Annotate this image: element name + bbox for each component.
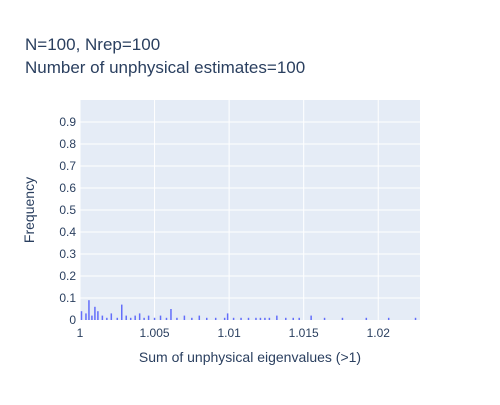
- histogram-bar: [276, 315, 278, 320]
- histogram-bar: [298, 317, 300, 320]
- y-tick-label: 0.4: [59, 225, 76, 239]
- histogram-bar: [387, 317, 390, 320]
- histogram-bar: [101, 315, 104, 320]
- x-tick-label: 1: [77, 326, 84, 340]
- grid-lines: [79, 100, 420, 320]
- histogram-bar: [414, 317, 417, 320]
- histogram-bar: [240, 317, 242, 320]
- x-tick-label: 1.02: [367, 326, 391, 340]
- histogram-bar: [183, 315, 186, 320]
- histogram-bar: [125, 315, 127, 320]
- histogram-bar: [147, 315, 150, 320]
- histogram-bar: [268, 317, 271, 320]
- y-tick-label: 0.6: [59, 181, 76, 195]
- y-tick-label: 0: [69, 313, 76, 327]
- chart-title-line-2: Number of unphysical estimates=100: [25, 58, 305, 77]
- histogram-bar: [232, 317, 235, 320]
- y-tick-label: 0.9: [59, 115, 76, 129]
- histogram-bar: [323, 317, 326, 320]
- x-axis-title: Sum of unphysical eigenvalues (>1): [139, 349, 361, 365]
- histogram-bar: [191, 317, 193, 320]
- histogram-bar: [97, 311, 99, 320]
- histogram-bar: [88, 300, 90, 320]
- x-tick-label: 1.015: [289, 326, 319, 340]
- histogram-bar: [365, 317, 368, 320]
- histogram-bar: [285, 317, 287, 320]
- histogram-bar: [134, 315, 136, 320]
- histogram-bar: [259, 317, 262, 320]
- histogram-bar: [165, 317, 168, 320]
- histogram-bar: [116, 317, 119, 320]
- y-tick-label: 0.5: [59, 203, 76, 217]
- histogram-bar: [341, 317, 344, 320]
- histogram-bar: [153, 317, 156, 320]
- histogram-bar: [292, 317, 294, 320]
- histogram-bar: [91, 315, 93, 320]
- histogram-bar: [159, 315, 162, 320]
- chart-title-line-1: N=100, Nrep=100: [25, 35, 160, 54]
- y-tick-label: 0.1: [59, 291, 76, 305]
- histogram-bar: [80, 311, 83, 320]
- x-tick-label: 1.01: [217, 326, 241, 340]
- x-tick-labels: 1 1.005 1.01 1.015 1.02: [77, 326, 391, 340]
- histogram-bar: [223, 317, 226, 320]
- histogram-bar: [264, 317, 266, 320]
- histogram-bar: [247, 317, 250, 320]
- y-tick-label: 0.2: [59, 269, 76, 283]
- histogram-bar: [170, 309, 172, 320]
- y-tick-labels: 0 0.1 0.2 0.3 0.4 0.5 0.6 0.7 0.8 0.9: [59, 115, 76, 327]
- histogram-bar: [121, 304, 123, 320]
- x-tick-label: 1.005: [140, 326, 170, 340]
- y-tick-label: 0.7: [59, 159, 76, 173]
- histogram-bar: [94, 306, 96, 320]
- histogram-bar: [129, 317, 132, 320]
- histogram-bar: [310, 315, 312, 320]
- histogram-bar: [255, 317, 257, 320]
- histogram-bar: [138, 313, 141, 320]
- histogram-bar: [106, 317, 108, 320]
- histogram-bar: [214, 317, 217, 320]
- y-axis-title: Frequency: [21, 177, 37, 243]
- histogram-bar: [226, 313, 229, 320]
- histogram-bar: [110, 313, 113, 320]
- bars-group: [80, 300, 417, 320]
- histogram-bar: [198, 315, 201, 320]
- histogram-bar: [143, 317, 145, 320]
- histogram-bar: [176, 317, 178, 320]
- y-tick-label: 0.3: [59, 247, 76, 261]
- histogram-bar: [206, 317, 208, 320]
- histogram-bar: [85, 313, 87, 320]
- y-tick-label: 0.8: [59, 137, 76, 151]
